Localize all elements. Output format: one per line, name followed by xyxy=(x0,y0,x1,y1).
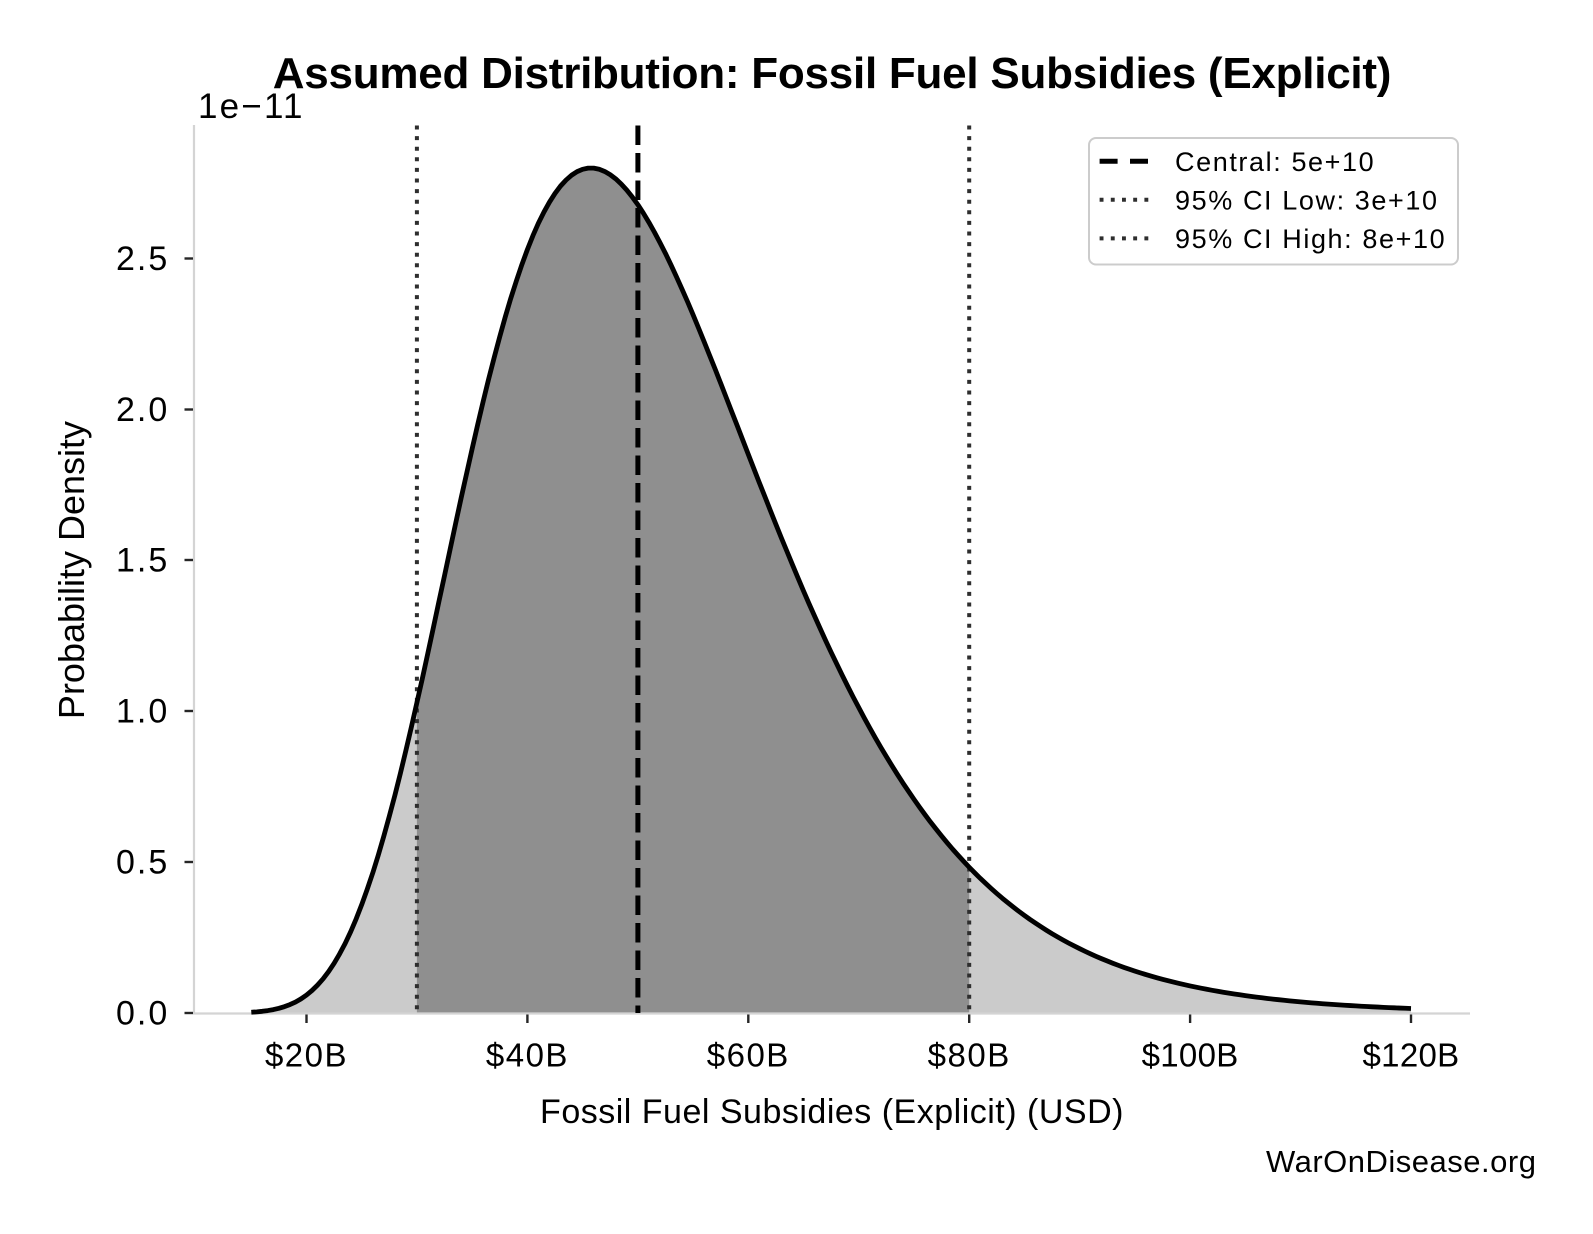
svg-text:Assumed Distribution: Fossil F: Assumed Distribution: Fossil Fuel Subsid… xyxy=(273,49,1391,98)
svg-text:Fossil Fuel Subsidies (Explici: Fossil Fuel Subsidies (Explicit) (USD) xyxy=(540,1093,1124,1131)
svg-text:$100B: $100B xyxy=(1142,1037,1239,1074)
svg-text:$80B: $80B xyxy=(928,1037,1011,1074)
svg-text:1.5: 1.5 xyxy=(116,542,169,580)
svg-text:WarOnDisease.org: WarOnDisease.org xyxy=(1266,1144,1536,1179)
svg-text:2.5: 2.5 xyxy=(116,240,169,278)
svg-text:1e−11: 1e−11 xyxy=(198,87,305,126)
svg-text:2.0: 2.0 xyxy=(116,391,169,429)
svg-text:$60B: $60B xyxy=(707,1037,790,1074)
svg-text:Central: 5e+10: Central: 5e+10 xyxy=(1175,147,1375,177)
svg-text:$40B: $40B xyxy=(486,1037,569,1074)
svg-text:0.5: 0.5 xyxy=(116,844,169,882)
svg-text:0.0: 0.0 xyxy=(116,995,169,1033)
svg-text:Probability Density: Probability Density xyxy=(51,421,92,719)
svg-text:95% CI Low: 3e+10: 95% CI Low: 3e+10 xyxy=(1175,186,1439,216)
svg-text:$120B: $120B xyxy=(1363,1037,1460,1074)
svg-text:1.0: 1.0 xyxy=(116,693,169,731)
svg-text:$20B: $20B xyxy=(265,1037,348,1074)
svg-text:95% CI High: 8e+10: 95% CI High: 8e+10 xyxy=(1175,224,1446,254)
